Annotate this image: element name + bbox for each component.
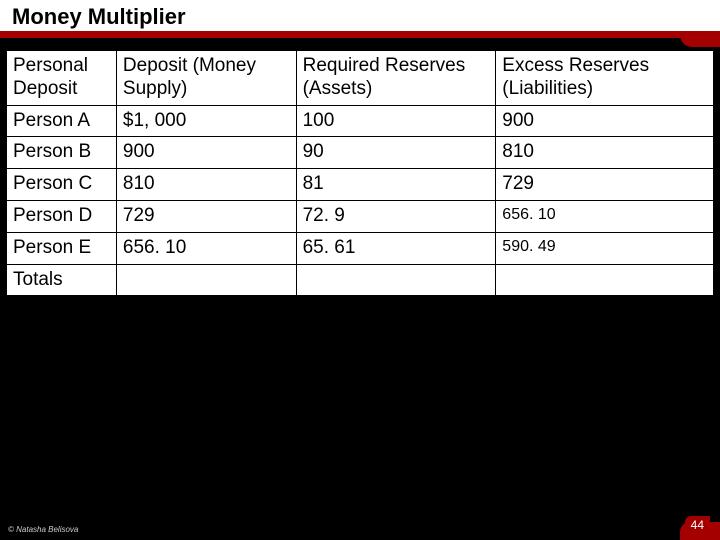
cell-excess: 810 bbox=[496, 137, 714, 169]
cell-person: Totals bbox=[7, 264, 117, 296]
col-header-excess-reserves: Excess Reserves (Liabilities) bbox=[496, 51, 714, 106]
table: Personal Deposit Deposit (Money Supply) … bbox=[6, 50, 714, 296]
cell-excess: 900 bbox=[496, 105, 714, 137]
copyright-text: © Natasha Belisova bbox=[8, 525, 78, 534]
cell-person: Person C bbox=[7, 169, 117, 201]
title-bar: Money Multiplier bbox=[0, 0, 720, 38]
money-multiplier-table: Personal Deposit Deposit (Money Supply) … bbox=[6, 50, 714, 296]
slide: Money Multiplier Personal Deposit Deposi… bbox=[0, 0, 720, 540]
accent-stripe bbox=[0, 31, 720, 38]
cell-person: Person A bbox=[7, 105, 117, 137]
cell-excess: 729 bbox=[496, 169, 714, 201]
slide-title: Money Multiplier bbox=[12, 4, 186, 30]
cell-deposit: 810 bbox=[116, 169, 296, 201]
page-number: 44 bbox=[685, 516, 710, 534]
cell-required: 65. 61 bbox=[296, 232, 496, 264]
table-row: Person E 656. 10 65. 61 590. 49 bbox=[7, 232, 714, 264]
cell-person: Person D bbox=[7, 200, 117, 232]
table-header-row: Personal Deposit Deposit (Money Supply) … bbox=[7, 51, 714, 106]
cell-excess bbox=[496, 264, 714, 296]
accent-corner-top bbox=[680, 31, 720, 47]
cell-deposit: 729 bbox=[116, 200, 296, 232]
cell-required: 90 bbox=[296, 137, 496, 169]
table-row: Person B 900 90 810 bbox=[7, 137, 714, 169]
col-header-required-reserves: Required Reserves (Assets) bbox=[296, 51, 496, 106]
table-row: Person C 810 81 729 bbox=[7, 169, 714, 201]
cell-person: Person B bbox=[7, 137, 117, 169]
cell-excess: 590. 49 bbox=[496, 232, 714, 264]
cell-excess: 656. 10 bbox=[496, 200, 714, 232]
col-header-personal-deposit: Personal Deposit bbox=[7, 51, 117, 106]
table-row: Person A $1, 000 100 900 bbox=[7, 105, 714, 137]
cell-deposit: 656. 10 bbox=[116, 232, 296, 264]
table-row-totals: Totals bbox=[7, 264, 714, 296]
cell-required bbox=[296, 264, 496, 296]
cell-required: 100 bbox=[296, 105, 496, 137]
cell-required: 72. 9 bbox=[296, 200, 496, 232]
cell-person: Person E bbox=[7, 232, 117, 264]
table-row: Person D 729 72. 9 656. 10 bbox=[7, 200, 714, 232]
cell-deposit bbox=[116, 264, 296, 296]
col-header-deposit: Deposit (Money Supply) bbox=[116, 51, 296, 106]
cell-required: 81 bbox=[296, 169, 496, 201]
cell-deposit: 900 bbox=[116, 137, 296, 169]
cell-deposit: $1, 000 bbox=[116, 105, 296, 137]
